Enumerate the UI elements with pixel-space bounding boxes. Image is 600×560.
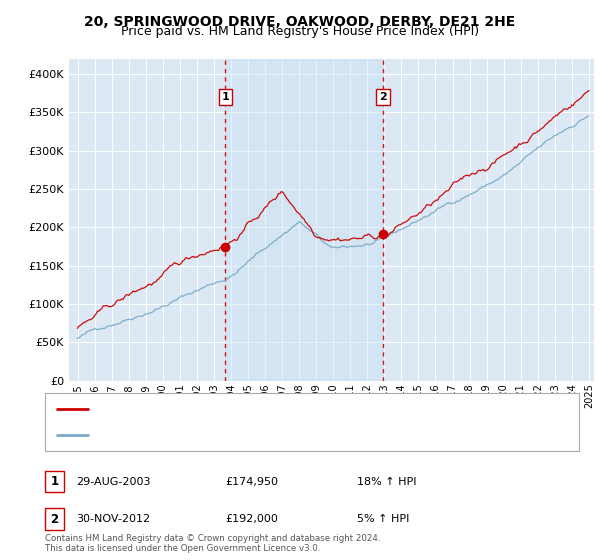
Text: 30-NOV-2012: 30-NOV-2012 — [76, 514, 151, 524]
Text: £192,000: £192,000 — [225, 514, 278, 524]
Text: 5% ↑ HPI: 5% ↑ HPI — [357, 514, 409, 524]
Text: 18% ↑ HPI: 18% ↑ HPI — [357, 477, 416, 487]
Text: 29-AUG-2003: 29-AUG-2003 — [76, 477, 151, 487]
Bar — [226, 59, 383, 381]
Text: HPI: Average price, detached house, City of Derby: HPI: Average price, detached house, City… — [96, 430, 358, 440]
Text: Contains HM Land Registry data © Crown copyright and database right 2024.
This d: Contains HM Land Registry data © Crown c… — [45, 534, 380, 553]
Text: 2: 2 — [379, 92, 387, 102]
Text: 1: 1 — [221, 92, 229, 102]
Text: Price paid vs. HM Land Registry's House Price Index (HPI): Price paid vs. HM Land Registry's House … — [121, 25, 479, 38]
Text: £174,950: £174,950 — [225, 477, 278, 487]
Text: 1: 1 — [50, 475, 59, 488]
Text: 20, SPRINGWOOD DRIVE, OAKWOOD, DERBY, DE21 2HE: 20, SPRINGWOOD DRIVE, OAKWOOD, DERBY, DE… — [85, 15, 515, 29]
Text: 20, SPRINGWOOD DRIVE, OAKWOOD, DERBY, DE21 2HE (detached house): 20, SPRINGWOOD DRIVE, OAKWOOD, DERBY, DE… — [96, 404, 482, 414]
Text: 2: 2 — [50, 512, 59, 526]
